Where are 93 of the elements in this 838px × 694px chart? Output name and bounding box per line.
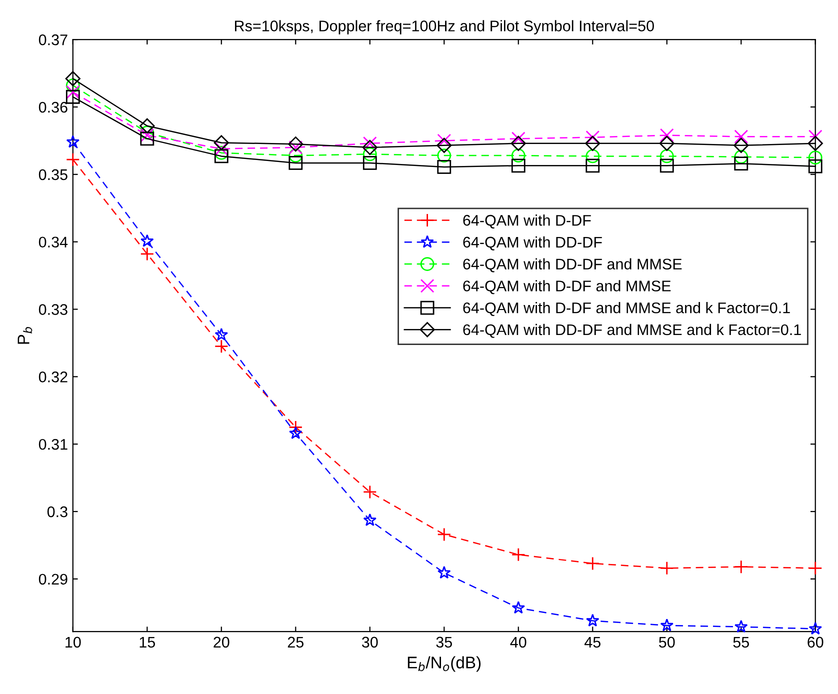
point (214, 149, 228, 164)
point (511, 148, 526, 162)
point (288, 420, 303, 434)
point (586, 614, 600, 627)
point (586, 158, 600, 173)
point (362, 136, 377, 150)
x-tick-label: 45 (584, 636, 600, 648)
point (214, 339, 228, 354)
point (808, 622, 822, 635)
chart-title: Rs=10ksps, Doppler freq=100Hz and Pilot Symbol Interval=50 (235, 20, 654, 34)
y-tick-label: 0.32 (38, 372, 68, 382)
point (510, 136, 526, 151)
point (66, 85, 80, 100)
point (437, 528, 452, 542)
point (66, 135, 80, 148)
point (288, 136, 304, 152)
point (808, 136, 823, 151)
point (734, 130, 748, 144)
point (438, 566, 451, 579)
y-tick-label: 0.34 (38, 236, 68, 248)
point (140, 234, 154, 247)
x-tick-label: 55 (733, 636, 749, 648)
point (511, 158, 526, 173)
point (808, 159, 822, 174)
point (511, 132, 526, 146)
point (734, 138, 749, 153)
point (659, 136, 674, 151)
point (288, 140, 303, 154)
point (66, 152, 80, 167)
point (214, 142, 228, 156)
x-tick-label: 30 (362, 636, 378, 648)
point (586, 149, 600, 164)
point (288, 148, 303, 162)
x-tick-label: 50 (658, 636, 675, 648)
point (214, 328, 228, 341)
point (660, 158, 674, 173)
point (140, 247, 154, 261)
point (512, 600, 526, 614)
legend-label: 64-QAM with DD-DF and MMSE and k Factor=0.1 (463, 324, 801, 338)
point (214, 135, 229, 150)
x-tick-label: 20 (214, 636, 230, 648)
point (585, 136, 600, 151)
point (660, 618, 674, 632)
point (437, 148, 452, 162)
point (363, 513, 377, 526)
point (734, 560, 748, 574)
legend-label: 64-QAM with D-DF and MMSE and k Factor=0.1 (463, 302, 790, 316)
point (436, 138, 452, 153)
legend-label: 64-QAM with D-DF (463, 214, 591, 228)
x-tick-label: 35 (436, 636, 452, 648)
point (66, 78, 80, 92)
point (66, 90, 80, 104)
y-tick-label: 0.31 (38, 438, 68, 450)
y-tick-label: 0.37 (38, 34, 68, 46)
x-tick-label: 25 (288, 636, 304, 648)
point (288, 156, 303, 170)
point (362, 156, 377, 170)
x-tick-label: 40 (510, 636, 526, 648)
point (660, 149, 674, 164)
y-tick-label: 0.36 (38, 102, 68, 113)
legend-label: 64-QAM with DD-DF and MMSE (463, 258, 682, 272)
point (140, 126, 154, 140)
x-axis-title: E$_{b}$/N$_{o}$(dB) (408, 656, 481, 672)
point (734, 156, 748, 171)
point (511, 548, 526, 562)
point (65, 71, 80, 86)
y-tick-label: 0.3 (47, 506, 68, 518)
point (362, 485, 377, 499)
point (660, 128, 674, 142)
point (437, 134, 452, 148)
legend-label: 64-QAM with DD-DF (463, 236, 602, 250)
y-tick-label: 0.33 (38, 304, 68, 315)
y-tick-label: 0.35 (38, 169, 68, 180)
point (140, 132, 154, 146)
point (140, 128, 154, 142)
point (808, 150, 822, 164)
x-tick-label: 15 (140, 636, 156, 648)
point (140, 118, 155, 134)
point (660, 561, 674, 576)
x-tick-label: 60 (808, 636, 824, 648)
point (734, 620, 748, 633)
y-tick-label: 0.29 (38, 574, 68, 585)
point (437, 160, 452, 174)
point (289, 426, 302, 440)
point (808, 561, 822, 576)
point (362, 140, 378, 156)
point (586, 130, 600, 144)
x-tick-label: 10 (66, 636, 81, 648)
legend-label: 64-QAM with D-DF and MMSE (463, 280, 671, 294)
y-axis-title: P$_{b}$ (18, 327, 32, 344)
point (362, 147, 377, 162)
point (734, 150, 748, 164)
point (586, 556, 600, 570)
